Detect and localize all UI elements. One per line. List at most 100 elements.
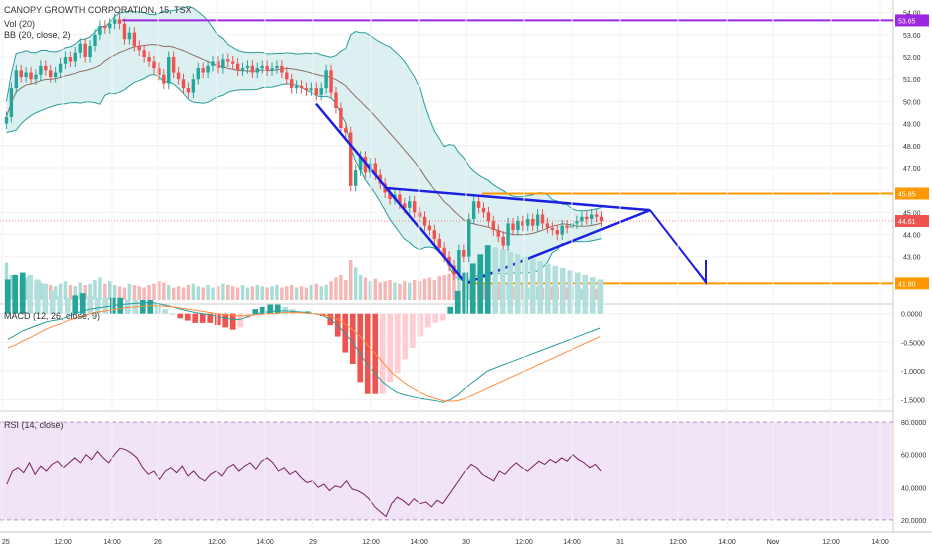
price-tick-label: 52.00 [903,55,921,62]
candle-body [589,214,594,219]
time-tick-label: 12:00 [208,539,226,546]
macd-histogram-bar [424,313,431,328]
volume-bar [289,285,294,300]
lower-level-price-label-tag [895,277,929,290]
volume-bar [137,286,141,300]
candle-body [235,63,240,71]
macd-histogram-bar [79,293,86,314]
volume-bar [417,281,422,300]
candle-body [585,216,589,219]
candle-body [457,250,461,275]
candle-body [167,57,171,84]
macd-histogram-bar [387,313,394,383]
macd-histogram-bar [87,295,94,314]
volume-bar [181,287,186,300]
macd-histogram-bar [582,274,589,314]
volume-bar [73,286,78,300]
candle-body [594,214,599,217]
macd-histogram-bar [102,297,109,314]
macd-histogram-bar [139,300,146,314]
volume-bar [152,283,156,300]
candle-body [250,65,255,73]
candle-body [176,72,181,80]
time-tick-label: 29 [309,539,317,546]
macd-tick-label: -1.0000 [901,369,925,376]
volume-bar [299,286,304,300]
candle-body [496,230,500,237]
bb-basis-line [5,44,602,236]
time-tick-label: 14:00 [563,539,581,546]
volume-bar [329,281,333,300]
macd-histogram-bar [237,313,244,328]
macd-tick-label: -0.5000 [901,340,925,347]
candle-body [324,70,328,89]
volume-bar [201,287,205,300]
macd-histogram-bar [574,272,581,314]
macd-histogram-bar [484,245,491,314]
candle-body [280,65,284,73]
candle-body [373,163,378,175]
price-tick-label: 44.00 [903,233,921,240]
macd-histogram-bar [409,313,416,348]
candle-body [471,201,476,219]
macd-histogram-bar [462,272,469,314]
macd-histogram-bar [199,313,206,323]
candle-body [230,61,235,64]
volume-bar [334,277,338,300]
macd-histogram-bar [64,297,71,314]
volume-bar [447,273,451,300]
macd-histogram-bar [49,290,56,314]
candle-body [137,45,141,51]
macd-histogram-bar [567,270,574,314]
volume-bar [157,281,161,300]
volume-bar [235,287,240,300]
time-tick-label: 14:00 [256,539,274,546]
volume-bar [63,281,68,300]
volume-bar [122,287,127,300]
macd-histogram-bar [27,274,34,314]
candle-body [9,88,14,117]
candle-body [181,79,186,89]
candle-body [398,194,402,204]
candle-body [112,19,117,24]
macd-histogram-bar [349,313,356,364]
candle-body [117,19,122,24]
bb-fill [6,6,602,282]
lower-level-price-label: 41.80 [898,281,916,288]
volume-bar [83,285,87,300]
candle-body [270,68,274,71]
candle-body [240,68,245,71]
candle-body [535,214,540,226]
candle-body [339,108,343,129]
volume-bar [565,287,569,300]
candle-body [403,203,407,208]
candle-body [142,50,146,58]
macd-histogram-bar [454,290,461,314]
volume-bar [280,287,284,300]
macd-histogram-bar [357,313,364,383]
rsi-tick-label: 40.0000 [901,485,926,492]
candle-body [412,201,417,213]
candle-body [49,70,53,77]
candle-body [157,68,161,75]
candle-body [481,207,486,213]
macd-histogram-bar [252,309,259,314]
candle-body [575,221,579,224]
candle-body [68,57,73,62]
candle-body [260,65,264,69]
candle-body [462,250,466,257]
volume-bar [206,285,210,300]
macd-tick-label: -1.5000 [901,397,925,404]
candle-body [580,216,584,222]
volume-bar [452,270,456,300]
volume-bar [373,278,378,300]
macd-histogram-bar [184,313,191,321]
macd-histogram-bar [417,313,424,337]
macd-histogram-bar [394,313,401,374]
price-tick-label: 43.00 [903,255,921,262]
rsi-tick-label: 80.0000 [901,420,926,427]
candle-body [511,223,515,231]
volume-bar [58,283,63,300]
volume-bar [167,285,171,300]
